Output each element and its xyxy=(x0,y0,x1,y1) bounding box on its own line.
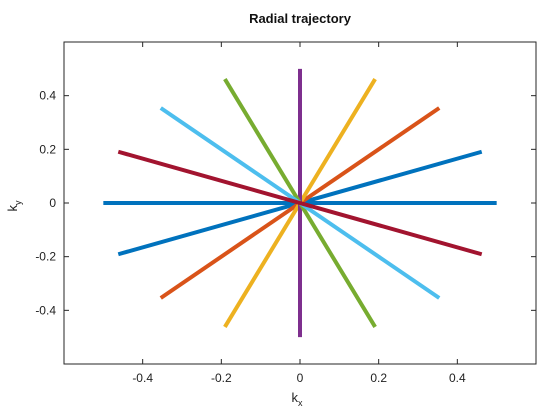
x-axis-ticks: -0.4 -0.2 0 0.2 0.4 xyxy=(132,42,466,385)
x-axis-label-base: k xyxy=(292,390,299,405)
x-tick-label: 0.2 xyxy=(370,371,387,385)
y-tick-label: 0.2 xyxy=(39,142,56,156)
x-axis-label-sub: x xyxy=(298,398,303,408)
x-tick-label: -0.2 xyxy=(211,371,232,385)
y-tick-label: 0 xyxy=(49,196,56,210)
y-axis-label-base: k xyxy=(5,205,20,212)
y-tick-label: -0.4 xyxy=(35,303,56,317)
spoke-line-8 xyxy=(117,149,483,257)
x-tick-label: 0.4 xyxy=(449,371,466,385)
y-axis-ticks: -0.4 -0.2 0 0.2 0.4 xyxy=(35,89,536,317)
y-axis-label-sub: y xyxy=(13,200,23,205)
plot-lines xyxy=(103,68,497,338)
x-axis-label: kx xyxy=(292,390,304,408)
x-tick-label: 0 xyxy=(297,371,304,385)
chart-title: Radial trajectory xyxy=(249,11,352,26)
y-axis-label: ky xyxy=(5,200,23,212)
x-tick-label: -0.4 xyxy=(132,371,153,385)
y-tick-label: -0.2 xyxy=(35,250,56,264)
y-tick-label: 0.4 xyxy=(39,89,56,103)
